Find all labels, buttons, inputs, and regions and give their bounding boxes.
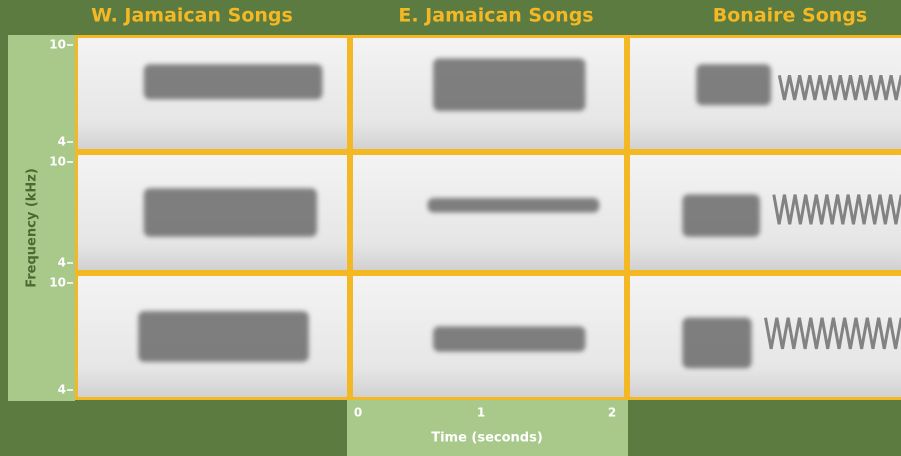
x-tick-label: 1 <box>477 406 485 420</box>
x-axis-panel <box>347 400 628 456</box>
song-note <box>682 317 751 368</box>
y-tick-label: 10 <box>49 155 66 169</box>
y-tick-label: 4 <box>58 256 66 270</box>
column-title: Bonaire Songs <box>713 5 867 27</box>
song-note <box>138 311 309 362</box>
spectrogram <box>75 273 350 400</box>
song-note <box>144 64 323 99</box>
spectrogram <box>75 35 350 152</box>
spectrogram-figure: W. Jamaican Songs E. Jamaican Songs Bona… <box>0 0 901 456</box>
figure: W. Jamaican Songs E. Jamaican Songs Bona… <box>0 0 901 456</box>
y-axis-label: Frequency (kHz) <box>25 168 40 288</box>
spectrogram <box>350 273 627 400</box>
spectrogram <box>75 152 350 273</box>
x-tick-label: 2 <box>608 406 616 420</box>
x-tick-label: 0 <box>354 406 362 420</box>
song-note <box>433 326 585 351</box>
song-note <box>428 198 600 213</box>
column-title: W. Jamaican Songs <box>91 5 293 27</box>
spectrogram <box>627 152 901 273</box>
column-title: E. Jamaican Songs <box>398 5 593 27</box>
spectrogram <box>350 152 627 273</box>
spectrogram-bg <box>627 152 901 273</box>
song-note <box>433 58 585 111</box>
x-axis-label: Time (seconds) <box>431 431 543 446</box>
song-note <box>696 64 771 105</box>
y-axis-panel <box>8 35 75 401</box>
spectrogram <box>627 273 901 400</box>
spectrogram <box>627 35 901 152</box>
spectrogram <box>350 35 627 152</box>
y-tick-label: 4 <box>58 383 66 397</box>
song-note <box>682 194 760 236</box>
y-tick-label: 10 <box>49 38 66 52</box>
y-tick-label: 4 <box>58 135 66 149</box>
song-note <box>144 188 317 236</box>
y-tick-label: 10 <box>49 276 66 290</box>
